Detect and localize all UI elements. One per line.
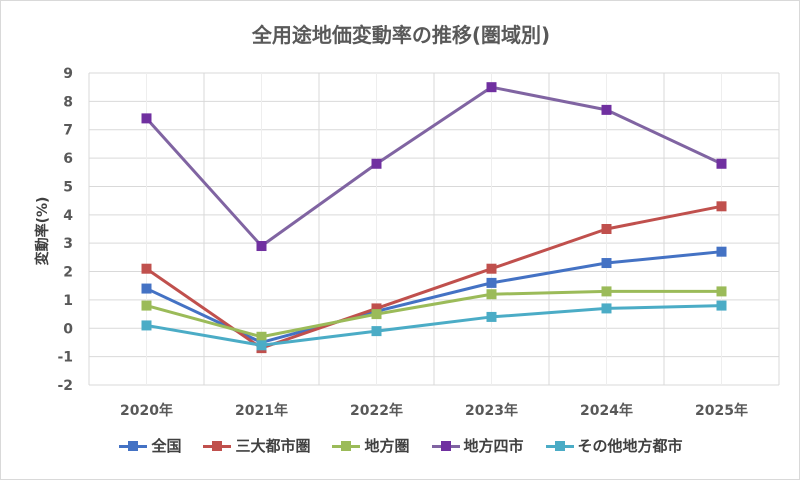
legend: 全国 三大都市圏 地方圏 地方四市 その他地方都市 [1, 435, 799, 456]
y-tick-label: 0 [63, 321, 73, 337]
data-point [371, 303, 382, 314]
data-point [141, 320, 152, 331]
chart-title: 全用途地価変動率の推移(圏域別) [251, 23, 551, 47]
legend-marker-icon [203, 440, 232, 452]
data-point [141, 113, 152, 124]
x-tick-label: 2020年 [120, 402, 173, 419]
data-point [256, 331, 267, 342]
y-tick-label: 6 [63, 151, 73, 167]
legend-marker-icon [545, 440, 574, 452]
data-point [601, 303, 612, 314]
legend-label: 地方四市 [463, 437, 524, 455]
legend-label: 三大都市圏 [235, 437, 311, 455]
data-point [371, 309, 382, 320]
data-point [486, 277, 497, 288]
legend-label: 地方圏 [364, 437, 410, 455]
y-tick-label: 8 [63, 94, 73, 110]
series-line [145, 204, 722, 350]
data-point [486, 82, 497, 93]
data-point [371, 158, 382, 169]
y-tick-label: 7 [63, 123, 73, 139]
y-tick-label: 2 [63, 265, 73, 281]
x-tick-label: 2021年 [235, 402, 288, 419]
data-point [486, 263, 497, 274]
legend-marker-icon [332, 440, 361, 452]
legend-marker-icon [431, 440, 460, 452]
data-point [601, 286, 612, 297]
data-point [716, 158, 727, 169]
legend-item: 地方四市 [431, 435, 524, 456]
data-point [716, 246, 727, 257]
y-axis-label: 変動率(%) [34, 197, 51, 266]
legend-item: 地方圏 [332, 435, 410, 456]
y-tick-label: -2 [57, 378, 73, 394]
x-tick-label: 2023年 [465, 402, 518, 419]
x-tick-label: 2024年 [580, 402, 633, 419]
data-point [601, 258, 612, 269]
y-tick-label: 5 [63, 179, 73, 195]
data-point [141, 263, 152, 274]
data-point [716, 300, 727, 311]
y-tick-label: 1 [63, 293, 73, 309]
data-point [256, 241, 267, 252]
data-point [371, 326, 382, 337]
y-tick-label: -1 [57, 350, 73, 366]
y-tick-label: 4 [63, 208, 73, 224]
data-point [601, 224, 612, 234]
data-point [716, 286, 727, 297]
legend-item: その他地方都市 [545, 435, 683, 456]
legend-item: 全国 [119, 435, 181, 456]
series-line [145, 85, 723, 248]
data-point [601, 104, 612, 115]
y-tick-label: 3 [63, 236, 73, 252]
data-point [716, 201, 727, 212]
y-tick-label: 9 [63, 66, 73, 82]
legend-label: その他地方都市 [577, 437, 683, 455]
legend-item: 三大都市圏 [203, 435, 310, 456]
x-tick-label: 2022年 [350, 402, 403, 419]
series-line [146, 304, 722, 347]
data-point [486, 289, 497, 300]
legend-label: 全国 [151, 437, 182, 455]
data-point [256, 340, 267, 351]
series-line [146, 289, 722, 339]
data-point [141, 283, 152, 294]
x-tick-label: 2025年 [695, 402, 748, 419]
legend-marker-icon [119, 440, 148, 452]
data-point [141, 300, 152, 311]
data-point [486, 311, 497, 322]
